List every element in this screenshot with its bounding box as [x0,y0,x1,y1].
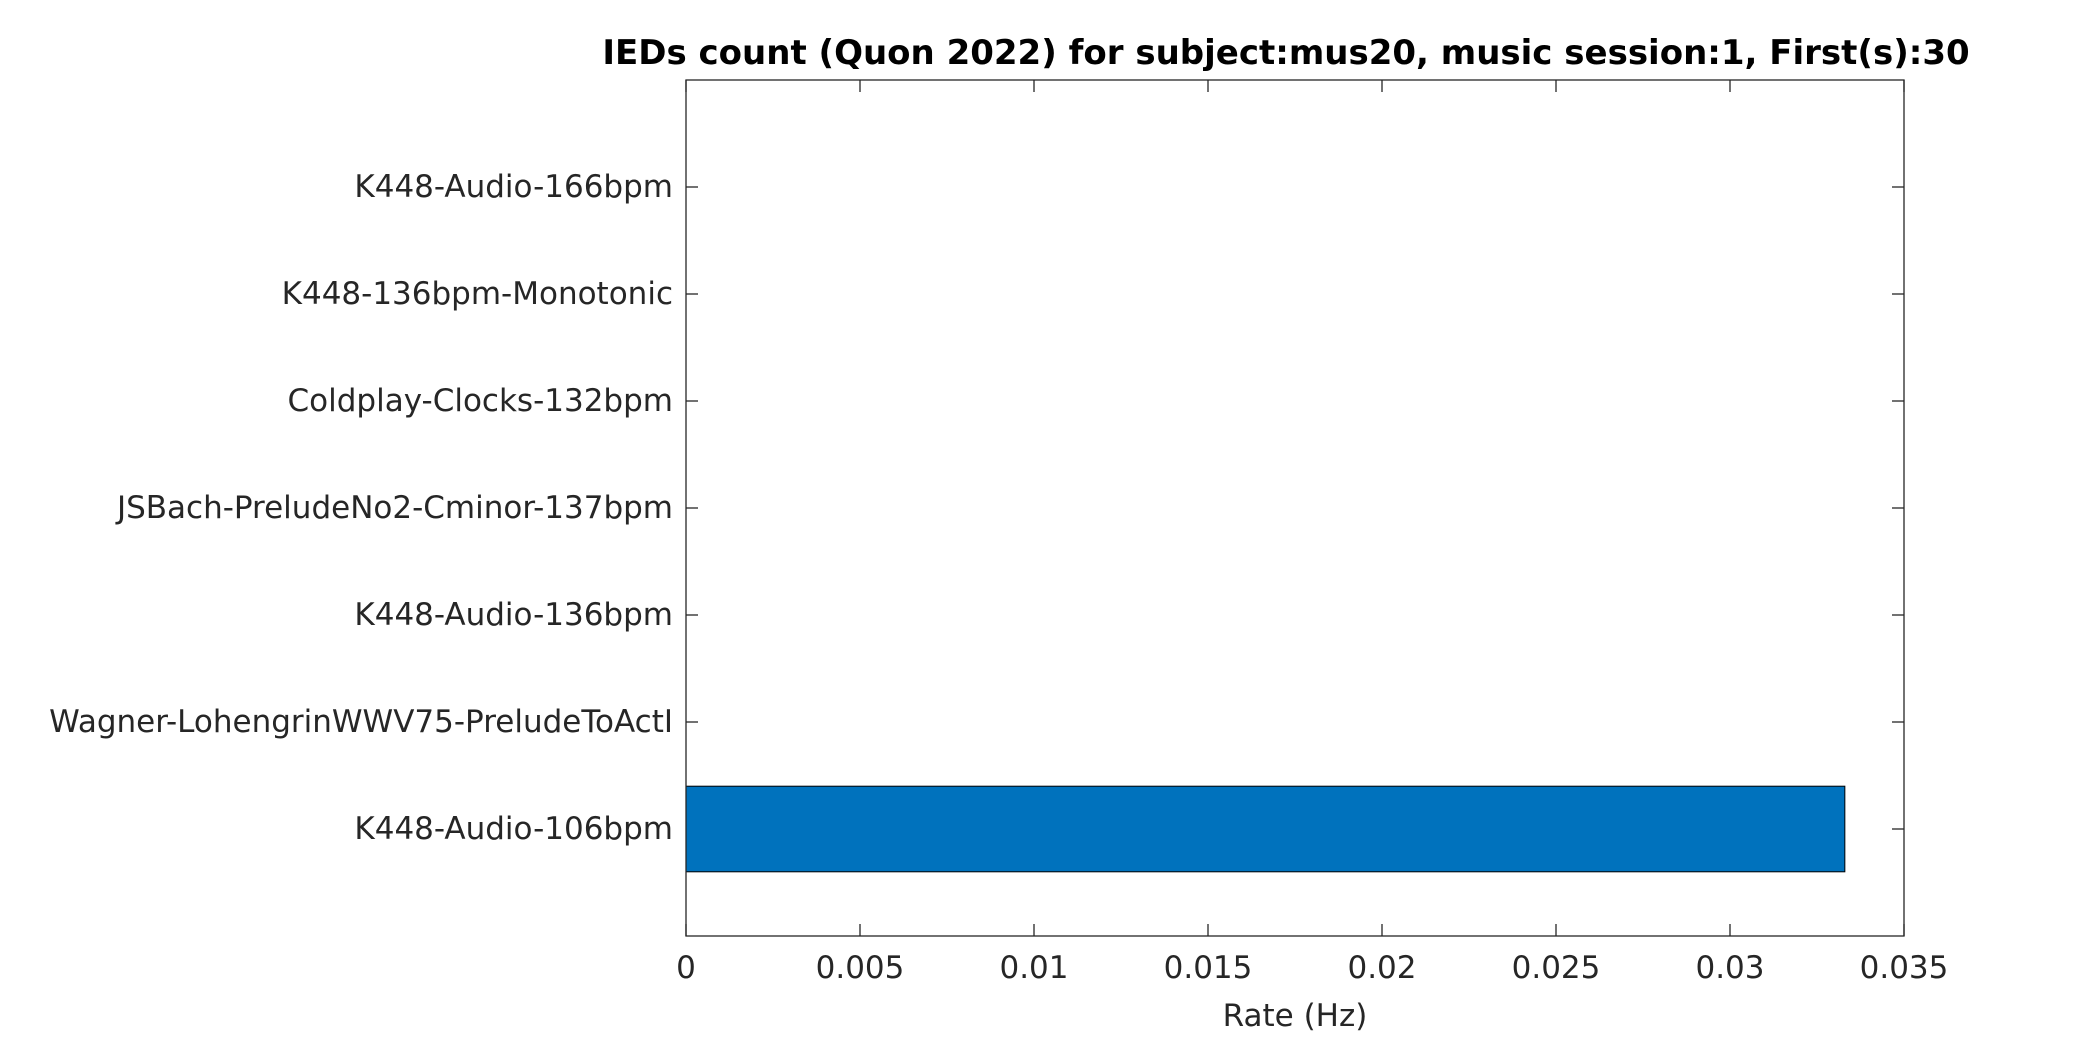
x-tick-label: 0 [676,950,696,986]
x-tick-label: 0.03 [1695,950,1764,986]
axes-box [685,79,1905,937]
y-axis-tick-labels: K448-Audio-166bpm K448-136bpm-Monotonic Co… [49,169,673,847]
x-axis-tick-labels: 0 0.005 0.01 0.015 0.02 0.025 0.03 0.035 [676,950,1948,986]
y-tick-label: Coldplay-Clocks-132bpm [288,383,673,419]
y-tick-label: K448-Audio-166bpm [354,169,673,205]
x-tick-label: 0.015 [1164,950,1253,986]
bars [685,785,1846,873]
chart-title: IEDs count (Quon 2022) for subject:mus20… [602,33,1969,73]
y-tick-label: K448-Audio-136bpm [354,597,673,633]
y-tick-label: K448-Audio-106bpm [354,811,673,847]
x-tick-label: 0.01 [999,950,1068,986]
bar [685,785,1846,873]
x-tick-label: 0.035 [1860,950,1949,986]
y-tick-label: K448-136bpm-Monotonic [282,276,673,312]
x-tick-label: 0.025 [1512,950,1601,986]
y-tick-label: JSBach-PreludeNo2-Cminor-137bpm [115,490,673,526]
x-axis-label: Rate (Hz) [1223,998,1368,1034]
x-tick-label: 0.005 [816,950,905,986]
x-tick-label: 0.02 [1347,950,1416,986]
y-tick-label: Wagner-LohengrinWWV75-PreludeToActI [49,704,673,740]
